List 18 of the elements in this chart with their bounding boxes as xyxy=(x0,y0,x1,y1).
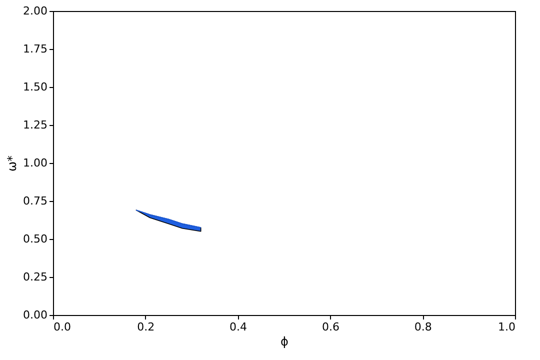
x-tick-label: 0.4 xyxy=(230,320,248,334)
y-tick-label: 0.25 xyxy=(23,270,48,284)
y-tick-label: 1.25 xyxy=(23,118,48,132)
x-axis-title: ϕ xyxy=(280,334,289,348)
y-tick-label: 1.75 xyxy=(23,42,48,56)
y-axis-title: ω* xyxy=(5,155,20,172)
line-series xyxy=(136,210,202,228)
x-tick-label: 0.6 xyxy=(322,320,340,334)
x-tick-label: 1.0 xyxy=(498,320,516,334)
x-tick-label: 0.0 xyxy=(54,320,71,334)
x-tick-label: 0.8 xyxy=(414,320,432,334)
y-tick-label: 1.50 xyxy=(23,80,48,94)
y-tick-label: 0.00 xyxy=(23,308,48,322)
x-tick-label: 0.2 xyxy=(137,320,155,334)
y-tick-label: 2.00 xyxy=(23,4,48,18)
y-tick-label: 0.50 xyxy=(23,232,48,246)
y-tick-label: 1.00 xyxy=(23,156,48,170)
y-tick-label: 0.75 xyxy=(23,194,48,208)
